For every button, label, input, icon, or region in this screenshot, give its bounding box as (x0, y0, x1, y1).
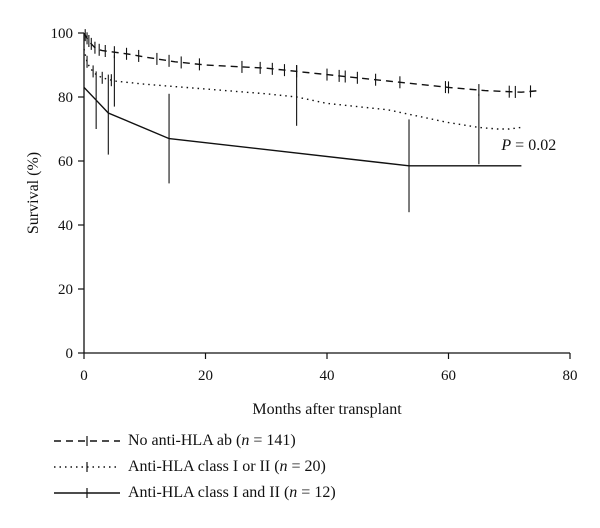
legend-swatch-solid (54, 488, 120, 498)
x-tick-label: 0 (80, 368, 88, 384)
legend-label-class-i-or-ii: Anti-HLA class I or II (n = 20) (128, 458, 326, 475)
y-tick-label: 40 (58, 218, 73, 234)
legend-swatch-dotted (54, 462, 120, 472)
series-line-dashed (83, 32, 540, 93)
legend: No anti-HLA ab (n = 141) Anti-HLA class … (52, 428, 592, 506)
y-tick-label: 100 (51, 26, 74, 42)
series-line-solid (83, 86, 522, 167)
series-line-dotted (83, 48, 522, 130)
x-axis-title: Months after transplant (252, 401, 402, 418)
survival-chart: 0 20 40 60 80 0 20 40 60 80 100 Months after transp… (25, 26, 578, 418)
y-axis-title: Survival (%) (25, 152, 42, 234)
y-tick-label: 60 (58, 154, 73, 170)
legend-label-no-anti-hla: No anti-HLA ab (n = 141) (128, 432, 296, 449)
p-value: = 0.02 (511, 137, 556, 154)
p-symbol: P (500, 137, 511, 154)
chart-axes (78, 32, 571, 359)
chart-marks (83, 29, 540, 213)
x-tick-label: 20 (198, 368, 213, 384)
legend-item-no-anti-hla: No anti-HLA ab (n = 141) (52, 428, 592, 454)
chart-labels: 0 20 40 60 80 0 20 40 60 80 100 Months after transp… (25, 26, 578, 418)
x-tick-label: 80 (563, 368, 578, 384)
p-value-annotation: P = 0.02 (500, 137, 556, 154)
legend-item-class-i-or-ii: Anti-HLA class I or II (n = 20) (52, 454, 592, 480)
legend-swatch-dashed (54, 436, 120, 446)
y-tick-label: 20 (58, 282, 73, 298)
x-tick-label: 40 (320, 368, 335, 384)
x-tick-label: 60 (441, 368, 456, 384)
legend-item-class-i-and-ii: Anti-HLA class I and II (n = 12) (52, 480, 592, 506)
y-tick-label: 0 (66, 346, 74, 362)
y-tick-label: 80 (58, 90, 73, 106)
legend-label-class-i-and-ii: Anti-HLA class I and II (n = 12) (128, 484, 336, 501)
